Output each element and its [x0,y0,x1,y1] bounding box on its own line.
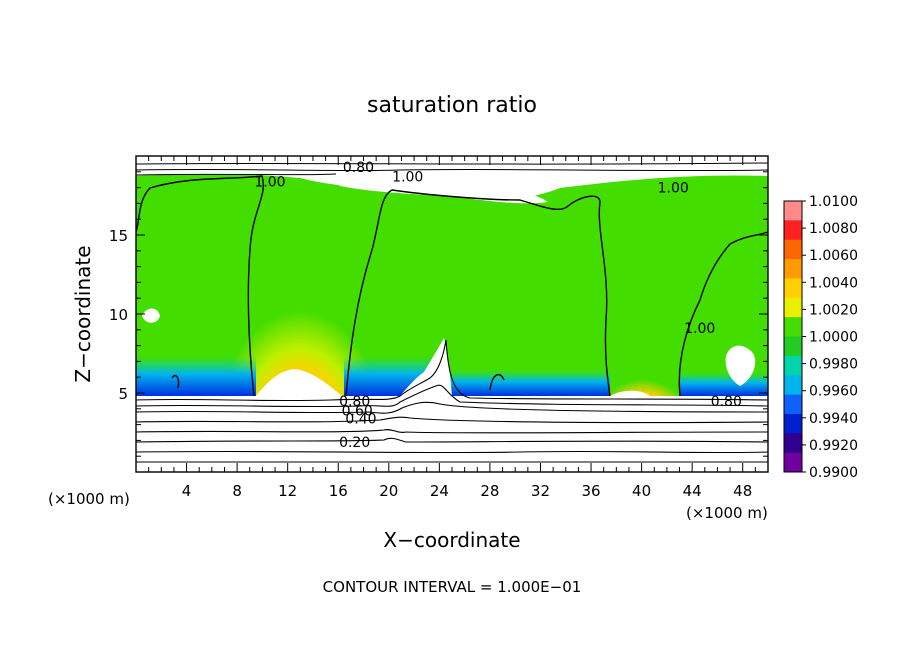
contour-label: 0.20 [339,435,370,451]
colorbar-swatch [784,336,802,357]
y-axis: 5 10 15 [109,171,768,457]
colorbar-swatch [784,413,802,434]
x-tick-label: 36 [581,482,600,500]
x-tick-label: 40 [632,482,651,500]
colorbar-swatch [784,452,802,473]
contour-label: 1.00 [684,321,715,337]
y-axis-label: Z−coordinate [71,245,95,382]
x-tick-label: 20 [379,482,398,500]
colorbar-swatch [784,220,802,241]
colorbar-label: 1.0080 [809,221,858,237]
contour-labels: 0.801.001.00 1.001.000.800.600.400.200.80 [254,160,741,451]
x-tick-label: 48 [733,482,752,500]
x-tick-label: 28 [480,482,499,500]
colorbar-swatch [784,355,802,376]
colorbar-label: 0.9980 [809,357,858,373]
contour-label: 0.60 [342,403,373,419]
x-tick-label: 12 [278,482,297,500]
x-tick-label: 8 [232,482,242,500]
y-tick-label: 10 [109,306,128,324]
x-tick-label: 32 [531,482,550,500]
x-tick-label: 24 [430,482,449,500]
colorbar-label: 1.0000 [809,330,858,346]
chart-title: saturation ratio [367,93,537,118]
colorbar-swatch [784,375,802,396]
contour-label: 0.40 [345,411,376,427]
colorbar-label: 0.9920 [809,438,858,454]
colorbar-label: 0.9900 [809,465,858,481]
contour-label: 0.80 [339,394,370,410]
colorbar-label: 1.0040 [809,275,858,291]
colorbar-swatch [784,239,802,260]
contour-label: 0.80 [711,394,742,410]
contour-interval: CONTOUR INTERVAL = 1.000E−01 [323,578,582,596]
colorbar-swatch [784,259,802,279]
colorbar-swatch [784,278,802,299]
colorbar-label: 0.9960 [809,384,858,400]
colorbar-swatch [784,297,802,318]
x-unit-right: (×1000 m) [686,504,768,522]
colorbar: 1.0100 1.0080 1.0060 1.0040 1.0020 1.0000 0.99… [783,194,858,481]
contour-label: 0.80 [343,160,374,176]
colorbar-swatch [784,433,802,454]
contour-label: 1.00 [658,181,689,197]
y-tick-label: 15 [109,227,128,245]
x-axis-label: X−coordinate [383,528,520,552]
colorbar-swatch [784,317,802,337]
contour-label: 1.00 [392,170,423,186]
x-tick-label: 4 [182,482,192,500]
x-tick-label: 44 [683,482,702,500]
colorbar-label: 1.0060 [809,248,858,264]
plot-field [136,156,768,472]
contour-label: 1.00 [254,174,285,190]
colorbar-label: 0.9940 [809,411,858,427]
contour-lines-top [136,162,768,176]
y-tick-label: 5 [118,385,128,403]
colorbar-swatch [784,201,802,221]
colorbar-swatch [784,394,802,415]
colorbar-label: 1.0020 [809,302,858,318]
contour-lines-100 [136,175,768,397]
contour-lines-lower [136,339,768,463]
colorbar-label: 1.0100 [809,194,858,210]
x-tick-label: 16 [329,482,348,500]
x-axis: 4 8 12 16 20 24 28 32 36 40 44 48 [148,156,756,500]
x-unit-left: (×1000 m) [48,490,130,508]
